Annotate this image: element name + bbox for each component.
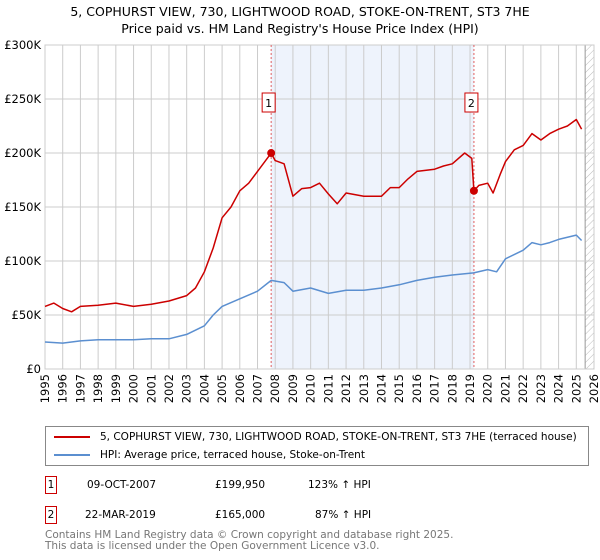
y-tick-label: £200K: [4, 146, 41, 160]
y-tick-label: £150K: [4, 200, 41, 214]
x-tick-label: 2000: [127, 374, 141, 403]
transaction-marker: 2: [45, 506, 57, 524]
transaction-hpi: 87% ↑ HPI: [315, 509, 372, 521]
property-price-line: [44, 118, 583, 313]
sale-point: [469, 186, 478, 195]
hpi-line: [44, 234, 583, 344]
x-tick-label: 2024: [552, 374, 566, 403]
chart-title: 5, COPHURST VIEW, 730, LIGHTWOOD ROAD, S…: [70, 4, 530, 19]
x-tick-label: 2019: [463, 374, 477, 403]
x-tick-label: 2001: [144, 374, 158, 403]
transaction-hpi: 123% ↑ HPI: [308, 479, 371, 491]
y-tick-label: £0: [26, 362, 41, 376]
plot-frame: [44, 44, 595, 370]
sale-label: 2: [468, 97, 475, 110]
transaction-price: £199,950: [215, 479, 266, 491]
legend-item-hpi: HPI: Average price, terraced house, Stok…: [54, 449, 365, 461]
sale-label-box: [261, 92, 276, 113]
x-tick-label: 2018: [445, 374, 459, 403]
sale-label-box: [464, 92, 479, 113]
x-tick-label: 2006: [233, 374, 247, 403]
footer: Contains HM Land Registry data © Crown c…: [45, 530, 453, 552]
legend-label-property: 5, COPHURST VIEW, 730, LIGHTWOOD ROAD, S…: [100, 431, 577, 443]
x-tick-label: 2023: [534, 374, 548, 403]
x-tick-label: 2013: [357, 374, 371, 403]
x-tick-label: 2004: [197, 374, 211, 403]
x-tick-label: 2026: [587, 374, 600, 403]
footer-licence: This data is licensed under the Open Gov…: [45, 540, 380, 552]
transaction-price: £165,000: [215, 509, 266, 521]
legend: 5, COPHURST VIEW, 730, LIGHTWOOD ROAD, S…: [45, 426, 589, 466]
sale-label: 1: [265, 97, 272, 110]
y-tick-label: £100K: [4, 254, 41, 268]
x-tick-label: 2020: [481, 374, 495, 403]
chart-subtitle: Price paid vs. HM Land Registry's House …: [121, 21, 479, 36]
x-tick-label: 2007: [251, 374, 265, 403]
legend-item-property: 5, COPHURST VIEW, 730, LIGHTWOOD ROAD, S…: [54, 431, 577, 443]
y-tick-label: £300K: [4, 38, 41, 52]
x-tick-label: 1998: [91, 374, 105, 403]
x-tick-label: 1996: [56, 374, 70, 403]
legend-label-hpi: HPI: Average price, terraced house, Stok…: [100, 449, 365, 461]
x-tick-label: 1999: [109, 374, 123, 403]
transaction-date: 09-OCT-2007: [87, 479, 156, 491]
footer-copyright: Contains HM Land Registry data © Crown c…: [45, 529, 454, 541]
x-tick-label: 2022: [516, 374, 530, 403]
x-tick-label: 2002: [162, 374, 176, 403]
x-tick-label: 2021: [498, 374, 512, 403]
x-tick-label: 2017: [428, 374, 442, 403]
x-tick-label: 2016: [410, 374, 424, 403]
x-tick-label: 2012: [339, 374, 353, 403]
x-tick-label: 1995: [38, 374, 52, 403]
x-tick-label: 2010: [304, 374, 318, 403]
legend-line-red: [54, 436, 90, 438]
x-tick-label: 2009: [286, 374, 300, 403]
x-tick-label: 2015: [392, 374, 406, 403]
x-tick-label: 1997: [73, 374, 87, 403]
y-tick-label: £250K: [4, 92, 41, 106]
transaction-date: 22-MAR-2019: [85, 509, 156, 521]
x-tick-label: 2014: [374, 374, 388, 403]
y-tick-label: £50K: [12, 308, 42, 322]
x-tick-label: 2025: [569, 374, 583, 403]
x-tick-label: 2008: [268, 374, 282, 403]
x-tick-label: 2011: [321, 374, 335, 403]
x-tick-label: 2003: [180, 374, 194, 403]
sale-point: [267, 149, 276, 158]
x-tick-label: 2005: [215, 374, 229, 403]
legend-line-blue: [54, 454, 90, 456]
transaction-marker: 1: [45, 476, 57, 494]
